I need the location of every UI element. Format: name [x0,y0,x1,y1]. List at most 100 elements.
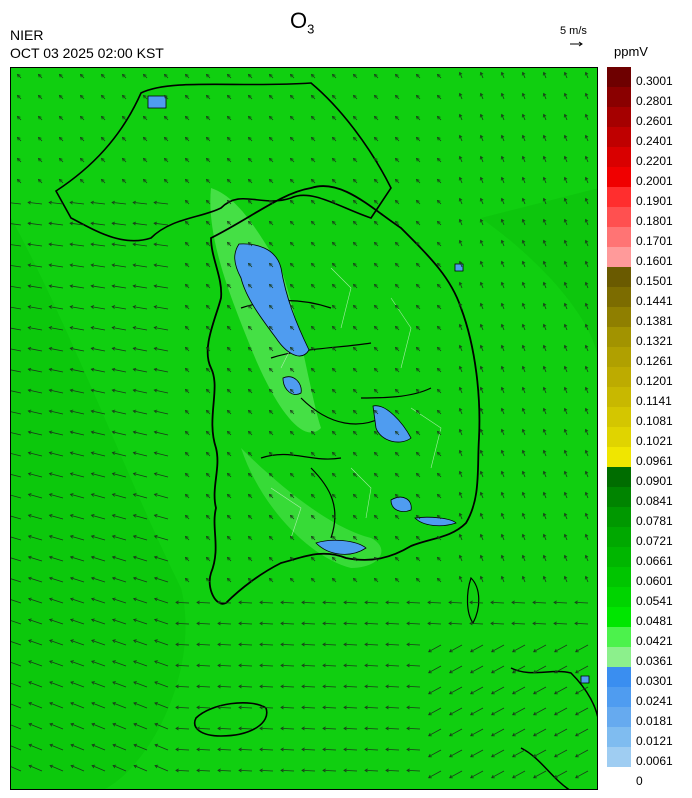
wind-vector-head [132,263,137,268]
wind-vector [112,306,127,310]
legend-label: 0.0241 [636,694,673,708]
wind-vector [49,222,64,226]
wind-vector [238,686,253,688]
wind-vector [280,728,295,730]
wind-vector-head [217,747,221,752]
wind-vector [28,243,43,247]
wind-vector-head [226,178,231,183]
wind-vector-head [226,346,231,351]
wind-vector-head [331,409,336,414]
wind-vector-head [226,493,231,498]
wind-vector [91,681,106,688]
wind-vector [185,200,190,205]
wind-vector-head [436,73,441,78]
wind-vector [406,686,421,688]
wind-vector [480,72,484,79]
wind-vector-head [563,344,568,349]
wind-vector-head [458,71,463,76]
wind-vector-head [479,113,484,118]
wind-vector-head [28,722,33,727]
wind-vector-head [394,430,399,435]
wind-vector-head [310,367,315,372]
wind-vector [480,534,484,541]
wind-vector [428,728,442,737]
wind-vector-head [331,220,336,225]
wind-vector [311,200,316,205]
legend-swatch [607,127,631,147]
wind-vector-head [542,260,547,265]
wind-vector [585,324,589,331]
wind-vector [49,723,64,730]
wind-vector [38,179,43,184]
wind-vector [585,72,589,79]
wind-vector-head [289,136,294,141]
wind-vector-head [331,304,336,309]
wind-vector-head [153,284,158,289]
wind-vector-head [352,430,357,435]
wind-vector-head [268,472,273,477]
wind-vector-head [542,512,547,517]
wind-vector-head [301,663,305,668]
wind-vector [395,431,400,436]
wind-vector-head [352,367,357,372]
wind-vector-head [415,283,420,288]
wind-vector-head [479,92,484,97]
wind-vector-head [226,514,231,519]
wind-vector-head [247,430,252,435]
wind-vector-head [436,472,441,477]
legend-swatch [607,707,631,727]
wind-vector-head [132,200,136,205]
wind-vector [133,222,148,226]
wind-vector [353,368,358,373]
wind-vector-head [331,199,336,204]
wind-vector-head [310,556,315,561]
wind-vector-head [542,113,547,118]
wind-vector [133,514,148,520]
wind-vector-head [500,470,505,475]
wind-vector-head [132,346,137,351]
wind-vector-head [479,302,484,307]
wind-vector-head [428,669,432,674]
wind-vector-head [479,512,484,517]
wind-vector-head [259,621,263,626]
wind-vector [206,221,211,226]
wind-vector [91,765,106,772]
wind-vector-head [331,94,336,99]
wind-vector [154,243,169,247]
wind-vector-head [394,535,399,540]
wind-vector [70,243,85,247]
wind-vector-head [563,428,568,433]
legend-label: 0.1501 [636,274,673,288]
wind-vector-head [373,199,378,204]
wind-vector-head [352,241,357,246]
wind-vector-head [175,642,179,647]
wind-vector [533,644,547,653]
legend-swatch [607,747,631,767]
wind-vector [91,660,106,667]
wind-vector [574,602,589,604]
wind-vector [416,179,421,184]
wind-vector [91,744,106,751]
wind-vector [206,263,211,268]
wind-vector-head [238,663,242,668]
color-scale-bar [607,67,631,767]
wind-vector-head [58,136,63,141]
wind-vector [154,640,169,646]
wind-vector-head [184,556,189,561]
wind-vector [70,431,85,436]
wind-vector [501,72,505,79]
wind-vector-head [184,304,189,309]
wind-vector-head [175,705,179,710]
wind-vector [59,137,64,142]
wind-vector [532,623,547,625]
wind-vector [437,179,442,184]
wind-vector-head [310,304,315,309]
wind-vector-head [352,577,357,582]
legend-swatch [607,247,631,267]
wind-vector-head [16,136,21,141]
wind-vector [28,222,43,226]
wind-vector [133,285,148,289]
wind-vector [164,137,169,142]
wind-vector [459,492,463,499]
wind-vector [91,598,106,604]
